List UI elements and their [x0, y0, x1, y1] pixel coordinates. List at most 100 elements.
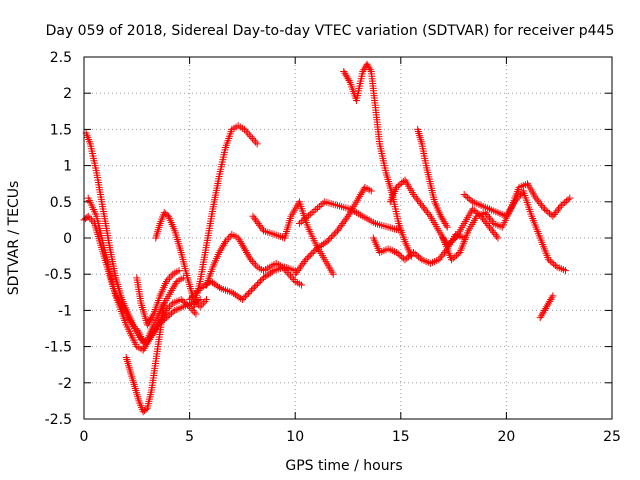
data-point	[86, 214, 94, 222]
data-series	[340, 60, 415, 260]
data-point	[396, 180, 404, 188]
data-point	[532, 194, 540, 202]
data-point	[298, 281, 306, 289]
data-point	[249, 212, 257, 220]
data-point	[312, 206, 320, 214]
data-point	[394, 182, 402, 190]
data-point	[449, 254, 457, 262]
data-point	[187, 294, 195, 302]
data-point	[242, 247, 250, 255]
data-point	[557, 201, 565, 209]
data-point	[548, 259, 556, 267]
data-point	[543, 303, 551, 311]
data-point	[252, 282, 260, 290]
data-point	[487, 225, 495, 233]
data-point	[323, 238, 331, 246]
data-point	[491, 230, 499, 238]
data-point	[490, 229, 498, 237]
chart-title: Day 059 of 2018, Sidereal Day-to-day VTE…	[46, 23, 615, 39]
data-point	[250, 283, 258, 291]
data-point	[481, 218, 489, 226]
data-point	[243, 291, 251, 299]
data-point	[247, 286, 255, 294]
data-point	[360, 66, 368, 74]
data-point	[401, 256, 409, 264]
data-point	[516, 191, 524, 199]
data-point	[564, 196, 572, 204]
data-point	[240, 294, 248, 302]
data-point	[358, 189, 366, 197]
data-point	[238, 241, 246, 249]
data-point	[365, 64, 373, 72]
data-point	[236, 238, 244, 246]
data-point	[267, 269, 275, 277]
y-tick-label: 2	[63, 86, 72, 102]
data-point	[418, 201, 426, 209]
data-point	[341, 69, 349, 77]
data-point	[295, 220, 303, 228]
data-point	[343, 214, 351, 222]
data-series	[186, 263, 299, 304]
data-point	[241, 125, 249, 133]
data-point	[192, 310, 200, 318]
data-point	[134, 330, 142, 338]
data-point	[235, 236, 243, 244]
data-point	[343, 73, 351, 81]
data-point	[249, 285, 257, 293]
data-point	[201, 297, 209, 305]
data-point	[413, 251, 421, 259]
data-point	[303, 254, 311, 262]
data-point	[340, 67, 348, 75]
data-point	[536, 200, 544, 208]
data-point	[132, 326, 140, 334]
data-point	[404, 253, 412, 261]
data-point	[290, 276, 298, 284]
data-point	[207, 277, 215, 285]
data-point	[317, 201, 325, 209]
data-point	[314, 244, 322, 252]
data-point	[143, 339, 151, 347]
data-point	[136, 334, 144, 342]
data-point	[308, 209, 316, 217]
data-point	[245, 131, 253, 139]
data-point	[139, 346, 147, 354]
data-point	[223, 236, 231, 244]
data-point	[145, 317, 153, 325]
data-point	[556, 203, 564, 211]
data-point	[306, 210, 314, 218]
data-point	[166, 274, 174, 282]
data-point	[547, 296, 555, 304]
data-point	[162, 277, 170, 285]
data-point	[299, 259, 307, 267]
data-point	[133, 328, 141, 336]
data-point	[447, 238, 455, 246]
data-point	[199, 299, 207, 307]
data-point	[291, 270, 299, 278]
y-tick-label: 1.5	[50, 122, 72, 138]
data-point	[177, 296, 185, 304]
data-point	[421, 205, 429, 213]
data-point	[536, 314, 544, 322]
data-point	[336, 223, 344, 231]
y-tick-label: -2	[58, 376, 72, 392]
data-point	[355, 194, 363, 202]
data-point	[250, 259, 258, 267]
data-point	[298, 261, 306, 269]
data-point	[411, 192, 419, 200]
data-point	[367, 187, 375, 195]
data-point	[220, 239, 228, 247]
data-series	[291, 183, 375, 278]
data-point	[440, 218, 448, 226]
data-point	[329, 270, 337, 278]
axis-ticks: -2.5 -2 -1.5 -1 -0.5 0 0.5 1 1.5 2 2.5 0 5 10 15 20 25	[45, 50, 621, 445]
grid	[84, 57, 612, 419]
data-point	[283, 268, 291, 276]
data-point	[167, 309, 175, 317]
data-point	[419, 203, 427, 211]
data-point	[190, 308, 198, 316]
data-point	[487, 216, 495, 224]
data-point	[539, 203, 547, 211]
data-point	[314, 204, 322, 212]
data-point	[293, 268, 301, 276]
data-point	[422, 207, 430, 215]
